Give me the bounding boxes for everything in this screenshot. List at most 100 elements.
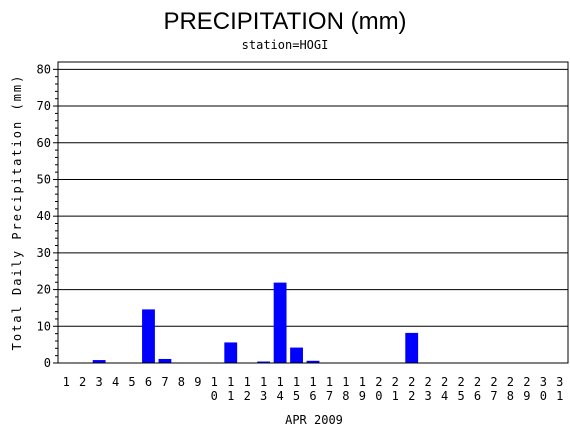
x-tick-digit: 3 <box>96 375 103 389</box>
x-tick-digit: 6 <box>309 389 316 403</box>
x-tick-digit: 1 <box>293 375 300 389</box>
x-tick-digit: 9 <box>359 389 366 403</box>
y-axis-ticks: 0 10 20 30 40 50 60 70 80 <box>37 62 58 370</box>
x-tick-digit: 2 <box>523 375 530 389</box>
x-tick-digit: 7 <box>326 389 333 403</box>
x-tick-digit: 2 <box>392 375 399 389</box>
x-tick-label: 8 <box>178 375 185 389</box>
x-tick-digit: 2 <box>244 389 251 403</box>
bar <box>273 282 287 363</box>
bars <box>92 282 419 363</box>
x-tick-digit: 5 <box>457 389 464 403</box>
x-tick-label: 2 <box>79 375 86 389</box>
x-tick-label: 7 <box>161 375 168 389</box>
y-tick-label: 20 <box>37 283 51 297</box>
x-tick-digit: 1 <box>309 375 316 389</box>
x-tick-digit: 2 <box>507 375 514 389</box>
x-tick-digit: 3 <box>425 389 432 403</box>
x-tick-digit: 1 <box>342 375 349 389</box>
y-tick-label: 80 <box>37 62 51 76</box>
x-tick-digit: 1 <box>326 375 333 389</box>
x-tick-label: 5 <box>128 375 135 389</box>
x-tick-label: 9 <box>194 375 201 389</box>
x-tick-digit: 2 <box>375 375 382 389</box>
bar <box>224 342 238 363</box>
chart-subtitle: station=HOGI <box>242 38 329 52</box>
x-tick-digit: 1 <box>276 375 283 389</box>
y-tick-label: 10 <box>37 319 51 333</box>
x-tick-digit: 4 <box>276 389 283 403</box>
y-tick-label: 50 <box>37 172 51 186</box>
x-tick-digit: 5 <box>128 375 135 389</box>
bar <box>405 332 419 363</box>
x-tick-digit: 2 <box>490 375 497 389</box>
x-tick-digit: 4 <box>112 375 119 389</box>
x-tick-digit: 7 <box>490 389 497 403</box>
y-tick-label: 40 <box>37 209 51 223</box>
y-axis-label: Total Daily Precipitation (mm) <box>10 74 24 351</box>
y-tick-label: 60 <box>37 136 51 150</box>
bar <box>290 347 303 363</box>
bar <box>158 358 172 363</box>
x-tick-digit: 1 <box>260 375 267 389</box>
x-tick-digit: 2 <box>79 375 86 389</box>
x-tick-digit: 7 <box>161 375 168 389</box>
x-tick-label: 4 <box>112 375 119 389</box>
x-tick-digit: 3 <box>540 375 547 389</box>
gridlines <box>58 68 568 327</box>
x-tick-digit: 0 <box>540 389 547 403</box>
x-tick-digit: 6 <box>474 389 481 403</box>
x-tick-label: 6 <box>145 375 152 389</box>
y-tick-label: 70 <box>37 99 51 113</box>
x-tick-digit: 2 <box>474 375 481 389</box>
bar <box>142 309 155 363</box>
x-tick-label: 3 <box>96 375 103 389</box>
bar <box>306 360 320 363</box>
x-tick-digit: 1 <box>244 375 251 389</box>
x-tick-digit: 3 <box>556 375 563 389</box>
y-tick-label: 0 <box>44 356 51 370</box>
bar <box>257 361 271 363</box>
x-tick-digit: 2 <box>457 375 464 389</box>
chart-title: PRECIPITATION (mm) <box>163 8 406 35</box>
bar <box>92 360 106 363</box>
x-axis-label: APR 2009 <box>285 413 343 427</box>
x-tick-digit: 8 <box>178 375 185 389</box>
x-tick-digit: 9 <box>194 375 201 389</box>
x-tick-digit: 5 <box>293 389 300 403</box>
x-axis-ticks: 1 2 3 4 5 6 7 8 9 1 01 11 21 31 41 51 61 71 81 92 02 12 22 32 42… <box>63 375 564 403</box>
plot-frame <box>57 61 569 364</box>
x-tick-digit: 1 <box>63 375 70 389</box>
x-tick-digit: 2 <box>441 375 448 389</box>
x-tick-digit: 1 <box>227 389 234 403</box>
x-tick-label: 1 <box>63 375 70 389</box>
x-tick-digit: 2 <box>425 375 432 389</box>
x-tick-digit: 8 <box>507 389 514 403</box>
x-tick-digit: 1 <box>556 389 563 403</box>
x-tick-digit: 3 <box>260 389 267 403</box>
x-tick-digit: 2 <box>408 389 415 403</box>
x-tick-digit: 0 <box>211 389 218 403</box>
